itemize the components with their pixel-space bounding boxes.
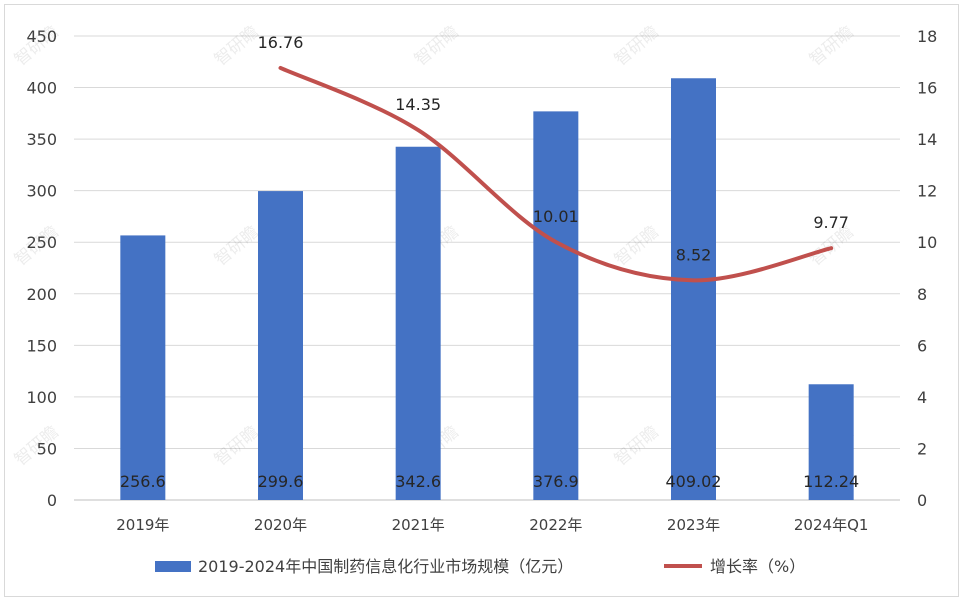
- left-tick-label: 100: [26, 388, 57, 407]
- right-tick-label: 12: [917, 182, 937, 201]
- x-tick-label: 2020年: [254, 516, 307, 534]
- x-tick-label: 2024年Q1: [794, 516, 869, 534]
- line-data-label: 9.77: [813, 213, 849, 232]
- watermark-text: 智研瞻: [211, 422, 263, 470]
- legend-label-line: 增长率（%）: [710, 557, 805, 576]
- bar: [533, 111, 579, 501]
- left-axis: 0 50 100 150 200 250 300 350 400 450: [26, 27, 57, 510]
- line-data-label: 10.01: [533, 207, 579, 226]
- line-series: 16.76 14.35 10.01 8.52 9.77: [258, 33, 849, 283]
- legend-swatch-bar: [155, 561, 191, 572]
- legend: 2019-2024年中国制药信息化行业市场规模（亿元） 增长率（%）: [155, 557, 805, 576]
- bar: [120, 235, 166, 501]
- watermark-text: 智研瞻: [611, 422, 663, 470]
- line-data-label: 8.52: [676, 245, 712, 264]
- bar: [808, 384, 854, 500]
- left-tick-label: 200: [26, 285, 57, 304]
- right-tick-label: 2: [917, 439, 927, 458]
- left-tick-label: 300: [26, 182, 57, 201]
- source-credit: 搜狐号@智研瞻: [808, 9, 934, 31]
- gridlines: [74, 35, 900, 501]
- legend-label-bar: 2019-2024年中国制药信息化行业市场规模（亿元）: [198, 557, 573, 576]
- watermark-text: 智研瞻: [211, 222, 263, 270]
- left-tick-label: 150: [26, 336, 57, 355]
- x-tick-label: 2021年: [392, 516, 445, 534]
- watermark-text: 智研瞻: [211, 22, 263, 70]
- bar: [258, 191, 303, 501]
- chart-frame: [4, 4, 959, 597]
- left-tick-label: 250: [26, 233, 57, 252]
- watermark-text: 智研瞻: [611, 222, 663, 270]
- bar-data-label: 409.02: [666, 472, 722, 491]
- bar-series: 256.6 299.6 342.6 376.9 409.02 112.24: [120, 78, 859, 501]
- bar-data-label: 376.9: [533, 472, 579, 491]
- x-tick-label: 2022年: [529, 516, 582, 534]
- right-tick-label: 6: [917, 336, 927, 355]
- bar: [395, 146, 441, 500]
- left-tick-label: 400: [26, 79, 57, 98]
- right-tick-label: 18: [917, 27, 937, 46]
- right-tick-label: 8: [917, 285, 927, 304]
- right-tick-label: 14: [917, 130, 937, 149]
- left-tick-label: 350: [26, 130, 57, 149]
- right-tick-label: 16: [917, 79, 937, 98]
- right-tick-label: 4: [917, 388, 927, 407]
- watermark-text: 智研瞻: [611, 22, 663, 70]
- bar-data-label: 112.24: [803, 472, 859, 491]
- bar: [671, 78, 716, 500]
- left-tick-label: 0: [47, 491, 57, 510]
- right-tick-label: 10: [917, 233, 937, 252]
- bar-data-label: 256.6: [120, 472, 166, 491]
- x-axis: 2019年 2020年 2021年 2022年 2023年 2024年Q1: [116, 516, 868, 534]
- bar-data-label: 342.6: [395, 472, 441, 491]
- bar-data-label: 299.6: [258, 472, 304, 491]
- line-data-label: 16.76: [258, 33, 304, 52]
- watermark-text: 智研瞻: [411, 22, 463, 70]
- line-data-label: 14.35: [395, 95, 441, 114]
- growth-line: [278, 65, 834, 283]
- right-tick-label: 0: [917, 491, 927, 510]
- left-tick-label: 450: [26, 27, 57, 46]
- x-tick-label: 2019年: [116, 516, 169, 534]
- left-tick-label: 50: [37, 439, 57, 458]
- right-axis: 0 2 4 6 8 10 12 14 16 18: [917, 27, 937, 510]
- x-tick-label: 2023年: [667, 516, 720, 534]
